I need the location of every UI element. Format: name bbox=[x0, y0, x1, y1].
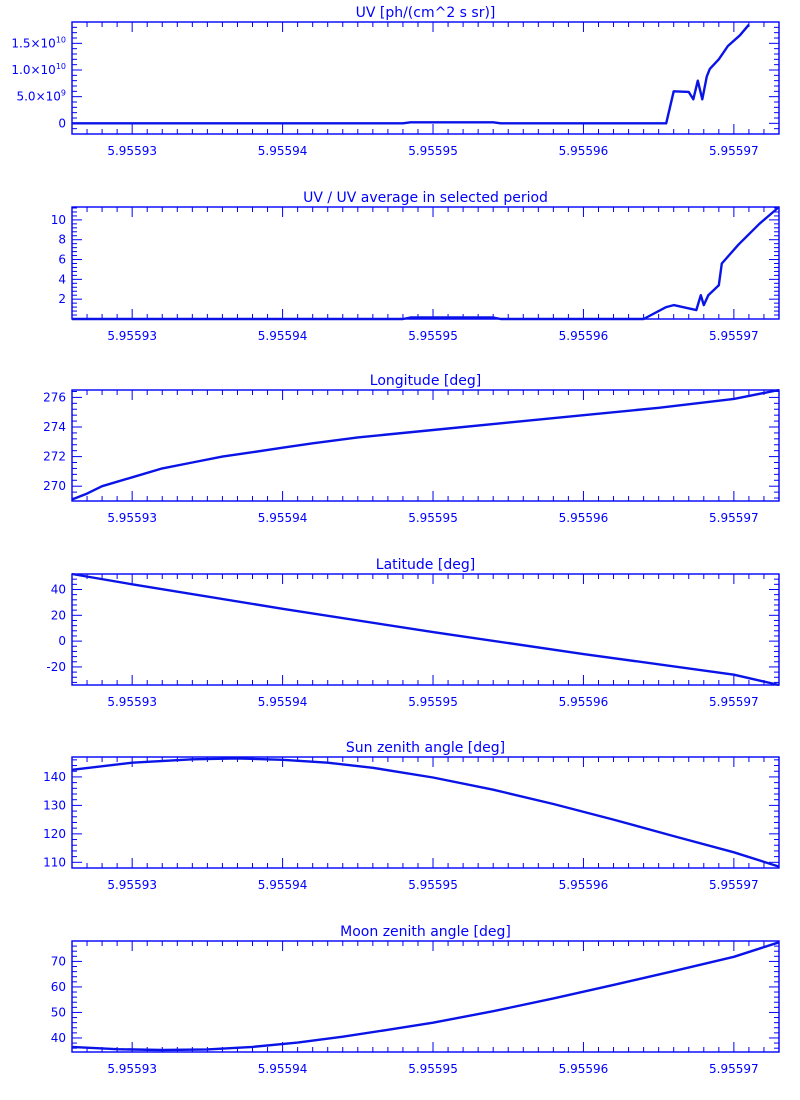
x-tick-label: 5.95593 bbox=[107, 144, 157, 158]
y-tick-label: 270 bbox=[43, 479, 66, 493]
x-tick-label: 5.95597 bbox=[709, 1062, 759, 1076]
x-tick-label: 5.95594 bbox=[258, 1062, 308, 1076]
panel-title: Moon zenith angle [deg] bbox=[340, 924, 511, 940]
series-line bbox=[71, 757, 780, 868]
x-tick-label: 5.95594 bbox=[258, 695, 308, 709]
y-tick-label: 0 bbox=[58, 116, 66, 130]
plot-frame bbox=[71, 573, 780, 686]
x-tick-label: 5.95596 bbox=[559, 144, 609, 158]
panel-title: Longitude [deg] bbox=[370, 373, 481, 389]
y-tick-label: 6 bbox=[58, 253, 66, 267]
y-tick-label: 140 bbox=[43, 770, 66, 784]
x-tick-label: 5.95593 bbox=[107, 878, 157, 892]
x-tick-label: 5.95595 bbox=[408, 695, 458, 709]
plot-frame bbox=[71, 21, 780, 135]
x-tick-label: 5.95596 bbox=[559, 878, 609, 892]
x-tick-label: 5.95595 bbox=[408, 1062, 458, 1076]
x-tick-label: 5.95596 bbox=[559, 695, 609, 709]
y-tick-label: 272 bbox=[43, 450, 66, 464]
y-tick-label: 0 bbox=[58, 634, 66, 648]
panel-4: Latitude [deg] 5.95593 5.95594 5.95595 5.955… bbox=[46, 557, 780, 709]
y-tick-label: 10 bbox=[51, 213, 66, 227]
series-line bbox=[72, 23, 750, 125]
x-tick-label: 5.95597 bbox=[709, 695, 759, 709]
x-tick-label: 5.95594 bbox=[258, 511, 308, 525]
y-tick-label: 5.0×109 bbox=[16, 89, 66, 104]
y-tick-label: 40 bbox=[51, 1031, 66, 1045]
x-tick-label: 5.95597 bbox=[709, 144, 759, 158]
plot-frame bbox=[71, 940, 780, 1053]
x-tick-label: 5.95595 bbox=[408, 511, 458, 525]
series-line bbox=[71, 572, 780, 687]
x-tick-label: 5.95593 bbox=[107, 511, 157, 525]
y-tick-label: 130 bbox=[43, 798, 66, 812]
x-tick-label: 5.95594 bbox=[258, 144, 308, 158]
y-tick-label: 60 bbox=[51, 980, 66, 994]
x-tick-label: 5.95597 bbox=[709, 511, 759, 525]
panel-6: Moon zenith angle [deg] 5.95593 5.95594 5.9… bbox=[51, 924, 780, 1076]
x-tick-label: 5.95595 bbox=[408, 144, 458, 158]
y-tick-label: 4 bbox=[58, 272, 66, 286]
x-tick-label: 5.95596 bbox=[559, 1062, 609, 1076]
y-tick-label: 70 bbox=[51, 954, 66, 968]
x-tick-label: 5.95593 bbox=[107, 695, 157, 709]
panel-5: Sun zenith angle [deg] 5.95593 5.95594 5.95… bbox=[43, 740, 780, 892]
panel-title: Sun zenith angle [deg] bbox=[346, 740, 505, 756]
x-tick-label: 5.95597 bbox=[709, 878, 759, 892]
plot-frame bbox=[71, 206, 780, 320]
panel-3: Longitude [deg] 5.95593 5.95594 5.95595 5.95… bbox=[43, 373, 780, 525]
y-tick-label: -20 bbox=[46, 660, 66, 674]
x-tick-label: 5.95594 bbox=[258, 329, 308, 343]
y-tick-label: 2 bbox=[58, 292, 66, 306]
y-tick-label: 120 bbox=[43, 827, 66, 841]
x-tick-label: 5.95597 bbox=[709, 329, 759, 343]
y-tick-label: 50 bbox=[51, 1005, 66, 1019]
series-line bbox=[71, 941, 780, 1052]
y-tick-label: 110 bbox=[43, 855, 66, 869]
panel-title: Latitude [deg] bbox=[376, 557, 475, 573]
x-tick-label: 5.95596 bbox=[559, 329, 609, 343]
y-tick-label: 8 bbox=[58, 233, 66, 247]
y-tick-label: 40 bbox=[51, 582, 66, 596]
series-line bbox=[71, 388, 780, 501]
panel-title: UV [ph/(cm^2 s sr)] bbox=[356, 5, 496, 21]
y-tick-label: 1.5×1010 bbox=[11, 35, 66, 50]
x-tick-label: 5.95593 bbox=[107, 329, 157, 343]
x-tick-label: 5.95595 bbox=[408, 329, 458, 343]
x-tick-label: 5.95595 bbox=[408, 878, 458, 892]
y-tick-label: 1.0×1010 bbox=[11, 62, 66, 77]
x-tick-label: 5.95593 bbox=[107, 1062, 157, 1076]
panel-1: UV [ph/(cm^2 s sr)] 5.95593 5.95594 5.95595… bbox=[11, 5, 780, 158]
y-tick-label: 276 bbox=[43, 390, 66, 404]
y-tick-label: 20 bbox=[51, 608, 66, 622]
y-tick-label: 274 bbox=[43, 420, 66, 434]
x-tick-label: 5.95596 bbox=[559, 511, 609, 525]
plot-frame bbox=[71, 389, 780, 502]
panel-title: UV / UV average in selected period bbox=[303, 190, 548, 206]
panel-2: UV / UV average in selected period 5.9559… bbox=[51, 190, 780, 343]
plot-frame bbox=[71, 756, 780, 869]
series-line bbox=[72, 206, 780, 321]
x-tick-label: 5.95594 bbox=[258, 878, 308, 892]
